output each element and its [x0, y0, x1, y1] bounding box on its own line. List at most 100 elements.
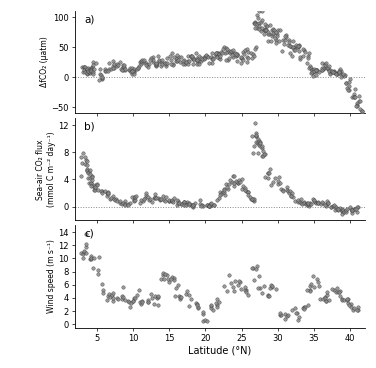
Point [117, 59, 123, 65]
Point [321, 65, 327, 71]
Point [350, 307, 356, 312]
Point [297, 196, 303, 202]
Point [268, 182, 274, 188]
Point [253, 266, 259, 272]
Point [348, 206, 354, 212]
Point [121, 201, 127, 207]
Point [290, 194, 296, 200]
Point [88, 253, 94, 259]
Point [329, 69, 335, 75]
Point [256, 142, 262, 148]
Point [100, 290, 106, 296]
Point [340, 71, 346, 77]
Point [170, 61, 176, 67]
Point [153, 295, 159, 301]
Point [83, 244, 89, 250]
Point [231, 183, 237, 189]
Point [225, 187, 231, 192]
Point [305, 60, 311, 66]
Point [86, 180, 92, 186]
Point [339, 208, 345, 214]
Point [275, 178, 281, 184]
Point [270, 179, 276, 185]
Point [199, 55, 205, 61]
Point [309, 67, 315, 73]
Point [138, 58, 144, 64]
Point [323, 203, 329, 209]
Point [312, 67, 318, 72]
Point [251, 53, 257, 59]
Point [85, 68, 91, 74]
Point [186, 200, 192, 206]
Point [250, 198, 256, 204]
Point [104, 194, 110, 199]
Point [307, 288, 313, 294]
Point [273, 37, 279, 43]
Point [162, 60, 168, 66]
Point [94, 182, 100, 188]
Point [146, 61, 152, 67]
Point [180, 58, 186, 64]
Point [310, 196, 316, 202]
Point [247, 195, 253, 201]
Point [335, 70, 341, 76]
Point [158, 64, 164, 70]
Point [239, 55, 245, 61]
Point [270, 284, 276, 290]
Point [217, 56, 223, 62]
Point [307, 200, 313, 206]
Point [224, 184, 230, 190]
Point [153, 62, 159, 68]
Point [334, 285, 340, 291]
Point [355, 204, 361, 210]
Point [111, 61, 117, 67]
Point [146, 197, 152, 202]
Point [208, 201, 214, 207]
Point [250, 197, 256, 202]
Point [260, 148, 266, 154]
Point [92, 184, 99, 190]
Point [174, 197, 180, 203]
Point [296, 48, 302, 54]
Point [131, 197, 137, 202]
Point [310, 73, 316, 79]
Point [186, 293, 192, 298]
Point [206, 60, 212, 66]
Point [308, 281, 314, 287]
Point [283, 34, 289, 40]
Point [272, 175, 278, 181]
Point [178, 54, 184, 60]
Point [331, 287, 337, 293]
Point [345, 300, 351, 306]
Point [206, 204, 212, 209]
Point [110, 63, 116, 69]
Point [349, 208, 355, 214]
Point [320, 66, 326, 72]
Point [118, 66, 124, 72]
Point [188, 53, 194, 59]
Point [168, 276, 174, 282]
Point [120, 294, 126, 300]
Text: c): c) [84, 229, 94, 238]
X-axis label: Latitude (°N): Latitude (°N) [188, 346, 252, 355]
Point [150, 54, 156, 60]
Point [88, 180, 94, 185]
Point [139, 299, 145, 305]
Point [107, 196, 113, 202]
Point [229, 49, 235, 55]
Point [205, 54, 211, 60]
Point [265, 170, 271, 176]
Point [292, 44, 298, 50]
Point [164, 55, 170, 61]
Point [259, 25, 265, 31]
Point [294, 310, 300, 316]
Point [249, 265, 255, 270]
Point [252, 25, 258, 31]
Point [269, 27, 275, 33]
Point [92, 187, 98, 192]
Point [114, 296, 120, 301]
Point [276, 174, 282, 180]
Point [120, 64, 126, 70]
Point [231, 173, 237, 178]
Point [259, 145, 265, 151]
